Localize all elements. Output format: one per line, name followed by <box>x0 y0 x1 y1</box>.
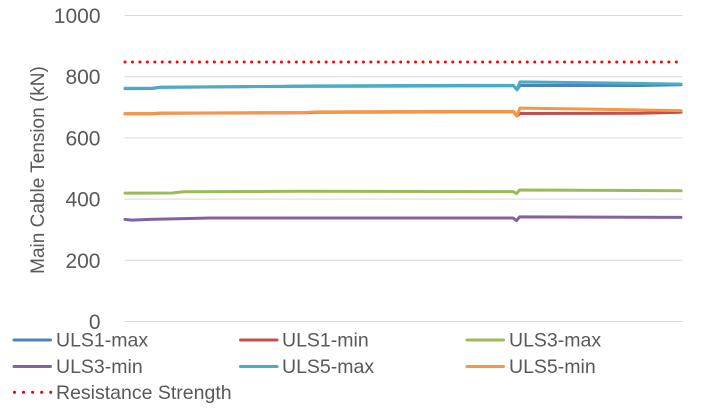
svg-text:0: 0 <box>89 311 101 334</box>
svg-text:ULS3-max: ULS3-max <box>509 330 601 352</box>
svg-text:ULS1-min: ULS1-min <box>282 330 369 352</box>
svg-text:Resistance Strength: Resistance Strength <box>56 382 232 404</box>
svg-text:800: 800 <box>65 66 100 89</box>
svg-text:ULS3-min: ULS3-min <box>56 356 143 378</box>
svg-text:600: 600 <box>65 127 100 150</box>
svg-text:ULS5-min: ULS5-min <box>509 356 596 378</box>
svg-text:ULS1-max: ULS1-max <box>56 330 148 352</box>
svg-text:200: 200 <box>65 250 100 273</box>
svg-text:400: 400 <box>65 189 100 212</box>
svg-text:Main Cable Tension (kN): Main Cable Tension (kN) <box>28 66 49 274</box>
svg-text:1000: 1000 <box>54 5 101 28</box>
svg-text:ULS5-max: ULS5-max <box>282 356 374 378</box>
